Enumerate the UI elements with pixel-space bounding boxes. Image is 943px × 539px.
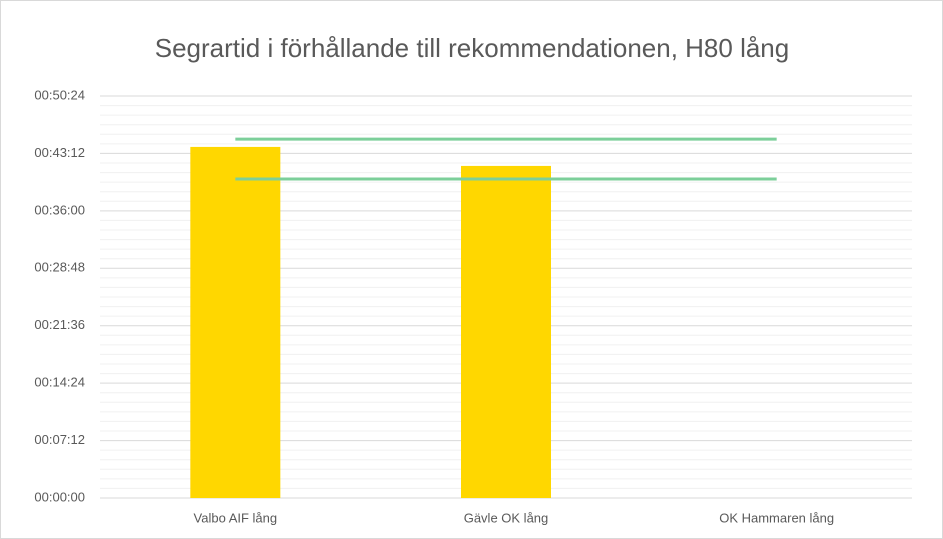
chart-title: Segrartid i förhållande till rekommendat… [155,33,789,63]
bar [190,146,281,499]
y-tick-label: 00:00:00 [34,489,85,504]
y-tick-label: 00:36:00 [34,202,85,217]
bar [461,165,551,498]
y-tick-label: 00:07:12 [34,432,85,447]
x-tick-label: Valbo AIF lång [194,510,278,525]
y-tick-label: 00:21:36 [34,317,85,332]
y-tick-label: 00:43:12 [34,145,85,160]
y-tick-label: 00:14:24 [34,375,85,390]
x-tick-label: OK Hammaren lång [719,510,834,525]
x-tick-label: Gävle OK lång [464,510,549,525]
y-tick-label: 00:50:24 [34,87,85,102]
y-tick-label: 00:28:48 [34,260,85,275]
